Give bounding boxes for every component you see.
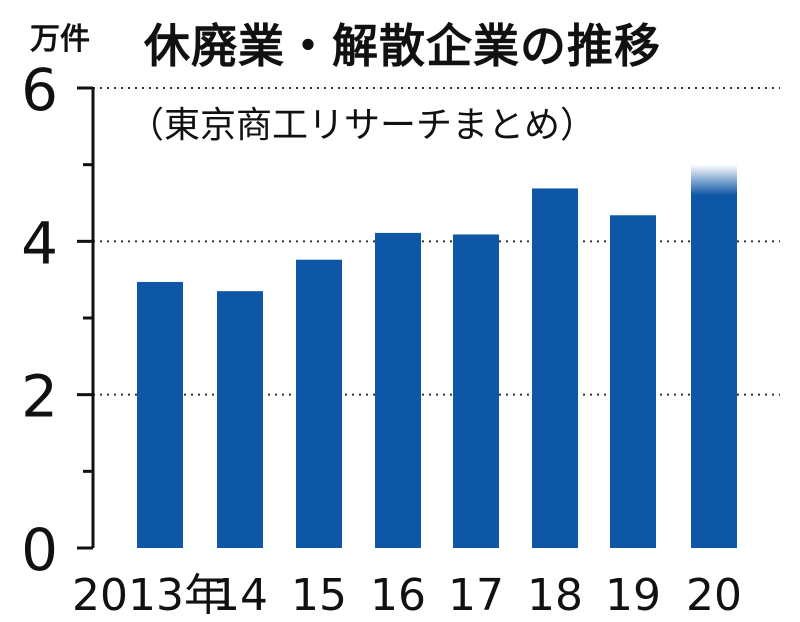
bar-17 [453,234,499,548]
x-tick-label-20: 20 [686,570,742,621]
y-tick-label-6: 6 [21,56,58,124]
x-tick-label-14: 14 [212,570,268,621]
bar-2013年 [137,281,183,548]
gridlines [93,87,780,396]
bar-19 [610,215,656,548]
bar-18 [532,188,578,548]
x-tick-label-15: 15 [291,570,347,621]
unit-label: 万件 [30,22,90,57]
y-tick-label-2: 2 [21,363,58,431]
y-tick-label-0: 0 [21,516,58,584]
y-tick-label-4: 4 [21,209,58,277]
bar-16 [375,232,421,548]
x-tick-label-16: 16 [370,570,426,621]
x-tick-label-2013年: 2013年 [72,570,228,621]
bar-20 [691,164,737,548]
bars [137,164,737,548]
x-tick-label-18: 18 [527,570,583,621]
bar-14 [217,291,263,548]
chart-title: 休廃業・解散企業の推移 [144,19,661,73]
bar-15 [296,259,342,548]
x-tick-label-17: 17 [448,570,504,621]
x-tick-label-19: 19 [605,570,661,621]
axes [77,86,95,550]
chart-subtitle: （東京商工リサーチまとめ） [128,105,597,146]
